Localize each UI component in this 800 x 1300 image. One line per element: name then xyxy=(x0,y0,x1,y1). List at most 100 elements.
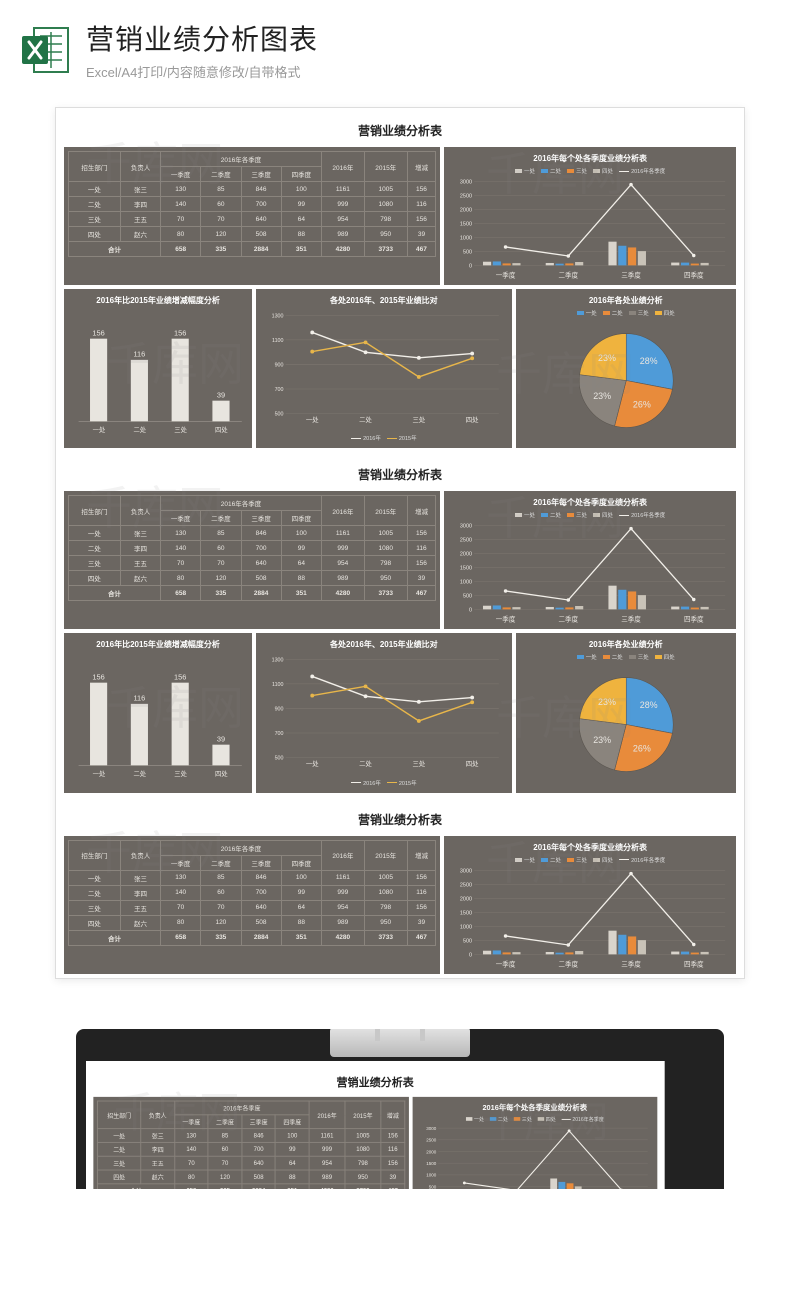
svg-text:三处: 三处 xyxy=(413,759,426,768)
svg-text:1500: 1500 xyxy=(460,910,472,916)
svg-text:39: 39 xyxy=(217,735,225,744)
combo-chart: 050010001500200025003000一季度二季度三季度四季度 xyxy=(416,1124,653,1189)
dashboard-title: 营销业绩分析表 xyxy=(64,116,736,147)
svg-text:23%: 23% xyxy=(593,391,611,401)
table-row: 二处李四14060700999991080116 xyxy=(97,1142,404,1156)
growth-chart-panel: 2016年比2015年业绩增减幅度分析156一处116二处156三处39四处 xyxy=(64,289,252,449)
svg-text:1500: 1500 xyxy=(426,1161,437,1166)
svg-text:3000: 3000 xyxy=(460,180,472,186)
template-title: 营销业绩分析图表 xyxy=(86,18,318,58)
svg-text:3000: 3000 xyxy=(460,868,472,874)
svg-text:1500: 1500 xyxy=(460,566,472,572)
header-text: 营销业绩分析图表 Excel/A4打印/内容随意修改/自带格式 xyxy=(86,18,318,81)
data-table-panel: 招生部门负责人2016年各季度2016年2015年增减一季度二季度三季度四季度一… xyxy=(64,147,440,285)
svg-text:900: 900 xyxy=(275,362,284,368)
svg-text:二处: 二处 xyxy=(133,425,146,434)
dashboard-title: 营销业绩分析表 xyxy=(64,460,736,491)
comparison-chart-panel: 各处2016年、2015年业绩比对50070090011001300一处二处三处… xyxy=(256,633,511,793)
svg-text:700: 700 xyxy=(275,731,284,737)
svg-text:156: 156 xyxy=(92,328,104,337)
svg-text:一处: 一处 xyxy=(93,425,106,434)
svg-text:2000: 2000 xyxy=(460,552,472,558)
svg-text:二季度: 二季度 xyxy=(559,615,579,624)
table-row: 一处张三1308584610011611005156 xyxy=(69,182,436,197)
combo-chart: 050010001500200025003000一季度二季度三季度四季度 xyxy=(448,521,732,625)
table-row: 四处赵六801205088898995039 xyxy=(69,915,436,930)
svg-text:3000: 3000 xyxy=(426,1125,437,1130)
svg-text:39: 39 xyxy=(217,390,225,399)
combo-chart-panel: 2016年每个处各季度业绩分析表一处二处三处四处2016年各季度05001000… xyxy=(444,491,736,629)
svg-text:1100: 1100 xyxy=(272,682,283,688)
svg-text:三处: 三处 xyxy=(174,425,187,434)
svg-text:四季度: 四季度 xyxy=(684,615,704,624)
svg-text:1000: 1000 xyxy=(426,1172,437,1177)
table-row: 四处赵六801205088898995039 xyxy=(97,1170,404,1184)
svg-text:四处: 四处 xyxy=(466,415,479,424)
svg-text:三处: 三处 xyxy=(174,769,187,778)
comparison-chart: 50070090011001300一处二处三处四处 xyxy=(260,309,507,435)
pie-chart: 28% 26% 23% 23% xyxy=(520,319,732,438)
svg-text:三季度: 三季度 xyxy=(622,959,642,968)
svg-text:500: 500 xyxy=(275,756,284,762)
svg-text:三季度: 三季度 xyxy=(622,615,642,624)
svg-text:2000: 2000 xyxy=(460,208,472,214)
svg-text:1500: 1500 xyxy=(460,222,472,228)
svg-text:26%: 26% xyxy=(632,399,650,409)
svg-text:28%: 28% xyxy=(639,356,657,366)
svg-text:一季度: 一季度 xyxy=(496,615,516,624)
svg-text:500: 500 xyxy=(463,938,472,944)
data-table-panel: 招生部门负责人2016年各季度2016年2015年增减一季度二季度三季度四季度一… xyxy=(64,836,440,974)
svg-text:0: 0 xyxy=(469,608,472,614)
svg-text:一季度: 一季度 xyxy=(496,270,516,279)
data-table-panel: 招生部门负责人2016年各季度2016年2015年增减一季度二季度三季度四季度一… xyxy=(93,1096,409,1188)
svg-text:1000: 1000 xyxy=(460,580,472,586)
svg-text:2500: 2500 xyxy=(426,1137,437,1142)
svg-text:0: 0 xyxy=(469,952,472,958)
combo-chart-panel: 2016年每个处各季度业绩分析表一处二处三处四处2016年各季度05001000… xyxy=(444,147,736,285)
svg-text:一季度: 一季度 xyxy=(496,959,516,968)
svg-text:500: 500 xyxy=(275,411,284,417)
svg-text:一处: 一处 xyxy=(93,769,106,778)
svg-text:二处: 二处 xyxy=(133,769,146,778)
template-header: 营销业绩分析图表 Excel/A4打印/内容随意修改/自带格式 xyxy=(0,0,800,89)
growth-chart: 156一处116二处156三处39四处 xyxy=(68,309,248,434)
svg-text:500: 500 xyxy=(428,1184,436,1189)
svg-text:二季度: 二季度 xyxy=(559,959,579,968)
svg-text:23%: 23% xyxy=(598,353,616,363)
svg-text:1300: 1300 xyxy=(272,658,284,664)
dashboard-instance: 千库网千库网千库网千库网营销业绩分析表招生部门负责人2016年各季度2016年2… xyxy=(86,1061,664,1189)
svg-text:500: 500 xyxy=(463,250,472,256)
svg-text:三季度: 三季度 xyxy=(622,270,642,279)
dashboard-title: 营销业绩分析表 xyxy=(64,805,736,836)
svg-text:156: 156 xyxy=(174,328,186,337)
svg-text:156: 156 xyxy=(174,673,186,682)
table-row: 一处张三1308584610011611005156 xyxy=(97,1128,404,1142)
svg-text:四处: 四处 xyxy=(466,759,479,768)
table-row: 一处张三1308584610011611005156 xyxy=(69,526,436,541)
svg-text:1100: 1100 xyxy=(272,338,283,344)
table-row: 三处王五707064064954798156 xyxy=(97,1156,404,1170)
combo-chart-panel: 2016年每个处各季度业绩分析表一处二处三处四处2016年各季度05001000… xyxy=(444,836,736,974)
svg-text:四季度: 四季度 xyxy=(684,270,704,279)
svg-text:500: 500 xyxy=(463,594,472,600)
table-row: 三处王五707064064954798156 xyxy=(69,556,436,571)
svg-text:0: 0 xyxy=(469,264,472,270)
svg-text:2500: 2500 xyxy=(460,538,472,544)
template-subtitle: Excel/A4打印/内容随意修改/自带格式 xyxy=(86,62,318,81)
svg-text:700: 700 xyxy=(275,387,284,393)
svg-text:二处: 二处 xyxy=(359,415,372,424)
combo-chart-panel: 2016年每个处各季度业绩分析表一处二处三处四处2016年各季度05001000… xyxy=(412,1096,656,1188)
svg-text:2000: 2000 xyxy=(426,1149,437,1154)
svg-text:一处: 一处 xyxy=(306,415,319,424)
svg-text:四季度: 四季度 xyxy=(684,959,704,968)
dashboard-instance: 千库网千库网千库网千库网营销业绩分析表招生部门负责人2016年各季度2016年2… xyxy=(56,797,744,978)
svg-text:二处: 二处 xyxy=(359,759,372,768)
table-row: 三处王五707064064954798156 xyxy=(69,212,436,227)
pie-chart-panel: 2016年各处业绩分析一处二处三处四处28%26%23%23% xyxy=(516,633,736,793)
svg-text:156: 156 xyxy=(92,673,104,682)
pie-chart-panel: 2016年各处业绩分析一处二处三处四处28%26%23%23% xyxy=(516,289,736,449)
svg-text:2500: 2500 xyxy=(460,194,472,200)
data-table-panel: 招生部门负责人2016年各季度2016年2015年增减一季度二季度三季度四季度一… xyxy=(64,491,440,629)
svg-text:四处: 四处 xyxy=(215,425,228,434)
svg-text:1000: 1000 xyxy=(460,236,472,242)
